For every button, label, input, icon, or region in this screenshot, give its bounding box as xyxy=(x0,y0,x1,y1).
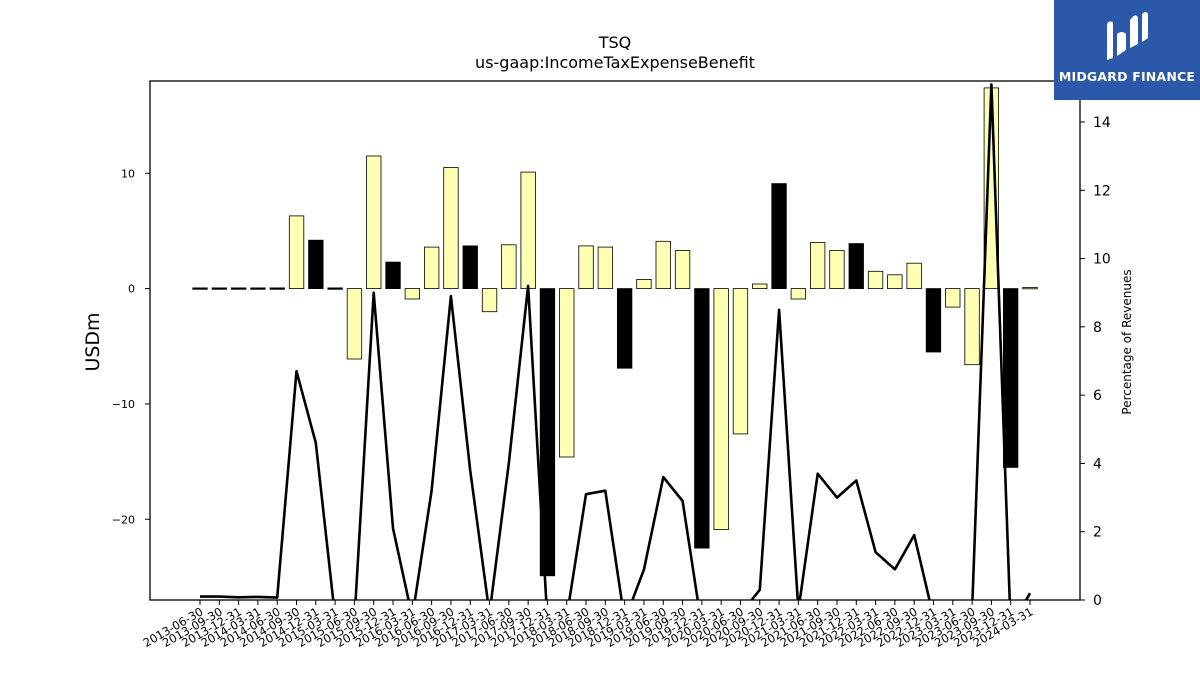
y2-tick-label: 6 xyxy=(1093,388,1102,404)
bar-2018-12-31 xyxy=(617,288,633,369)
bar-2015-12-31 xyxy=(385,261,401,290)
bar-series xyxy=(192,87,1038,577)
bar-2015-09-30 xyxy=(366,155,382,290)
bar-2022-06-30 xyxy=(887,274,903,289)
bar-2018-03-31 xyxy=(559,288,575,458)
y2-axis-label: Percentage of Revenues xyxy=(1120,269,1134,414)
line-series xyxy=(200,83,1032,600)
y-tick-label: −20 xyxy=(112,513,135,526)
bar-2020-09-30 xyxy=(752,283,768,289)
y2-tick-label: 2 xyxy=(1093,525,1102,541)
bar-2021-12-31 xyxy=(848,243,864,290)
y2-tick-label: 14 xyxy=(1093,115,1111,131)
bar-2022-12-31 xyxy=(925,288,942,353)
y-tick-label: 0 xyxy=(128,283,135,296)
bar-2014-12-31 xyxy=(308,239,324,289)
chart-subtitle: us-gaap:IncomeTaxExpenseBenefit xyxy=(475,53,755,72)
bar-2023-03-31 xyxy=(945,288,961,308)
logo-text: MIDGARD FINANCE xyxy=(1058,69,1196,84)
bar-2018-06-30 xyxy=(578,245,594,289)
bar-2021-09-30 xyxy=(829,250,845,289)
bar-2018-09-30 xyxy=(597,246,613,290)
bar-2019-03-31 xyxy=(636,278,652,289)
bar-2016-03-31 xyxy=(404,288,421,300)
bar-2015-06-30 xyxy=(346,288,363,360)
midgard-logo-icon xyxy=(1107,12,1148,60)
bar-2019-09-30 xyxy=(674,250,691,289)
bar-2020-12-31 xyxy=(771,183,787,290)
bar-2013-09-30 xyxy=(211,287,228,290)
bar-2020-06-30 xyxy=(732,288,749,435)
y2-tick-label: 12 xyxy=(1093,183,1111,199)
y2-tick-label: 4 xyxy=(1093,456,1102,472)
bar-2023-06-30 xyxy=(964,288,980,366)
bar-2019-06-30 xyxy=(655,240,671,290)
bar-2016-06-30 xyxy=(423,246,440,290)
bar-2020-03-31 xyxy=(713,288,729,531)
revenue-pct-line xyxy=(200,83,1032,600)
bar-2017-03-31 xyxy=(481,288,498,313)
chart-title: TSQ xyxy=(598,33,632,52)
plot-frame xyxy=(149,80,1081,601)
bar-2022-09-30 xyxy=(906,262,922,290)
bar-2019-12-31 xyxy=(694,288,710,549)
y-axis-label: USDm xyxy=(82,312,104,371)
bar-2024-03-31 xyxy=(1022,286,1038,290)
logo: MIDGARD FINANCE xyxy=(1054,0,1200,100)
y2-tick-label: 0 xyxy=(1093,593,1102,609)
right-axis: 0 2 4 6 8 10 12 14 xyxy=(1080,115,1111,609)
bar-2017-09-30 xyxy=(520,171,536,290)
bar-2021-06-30 xyxy=(810,242,826,289)
bar-2015-03-31 xyxy=(327,287,343,290)
bar-2023-12-31 xyxy=(1003,288,1019,468)
y2-tick-label: 8 xyxy=(1093,320,1102,336)
bar-2013-12-31 xyxy=(230,287,247,290)
bar-2021-03-31 xyxy=(790,288,806,300)
bar-2017-06-30 xyxy=(501,244,517,290)
bar-2022-03-31 xyxy=(867,270,884,289)
y-tick-label: 10 xyxy=(121,167,135,180)
bar-2016-09-30 xyxy=(443,167,459,289)
y-tick-label: −10 xyxy=(112,398,135,411)
y2-tick-label: 10 xyxy=(1093,252,1111,268)
bar-2013-06-30 xyxy=(192,287,208,290)
bar-2014-03-31 xyxy=(250,287,266,290)
left-axis: 10 0 −10 −20 xyxy=(112,167,150,526)
bar-2016-12-31 xyxy=(462,245,478,289)
bar-2014-09-30 xyxy=(288,215,305,289)
bar-2014-06-30 xyxy=(269,287,285,290)
bar-2017-12-31 xyxy=(539,288,556,577)
x-axis: 2013-06-302013-09-302013-12-312014-03-31… xyxy=(141,600,1036,650)
